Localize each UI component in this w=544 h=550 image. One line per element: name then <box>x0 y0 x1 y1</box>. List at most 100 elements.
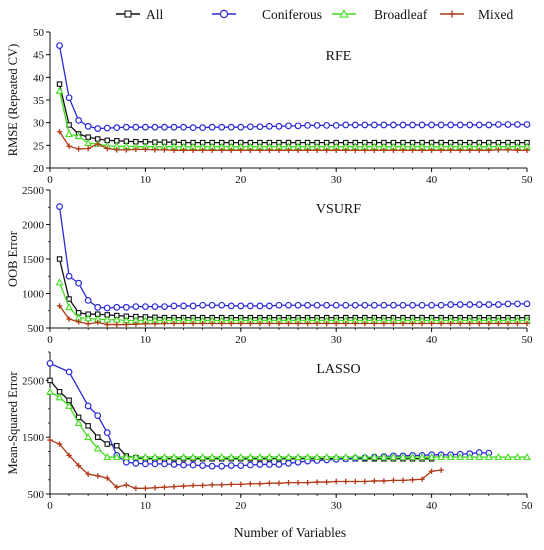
data-point-coniferous <box>132 459 140 467</box>
data-point-coniferous <box>351 121 359 129</box>
data-point-coniferous <box>456 301 464 308</box>
data-point-mixed <box>161 320 168 327</box>
data-point-broadleaf <box>122 452 131 461</box>
data-point-coniferous <box>447 301 455 308</box>
data-point-mixed <box>285 320 292 327</box>
data-point-mixed <box>209 320 215 327</box>
data-point-coniferous <box>141 123 149 131</box>
data-point-coniferous <box>332 301 340 309</box>
data-point-mixed <box>161 484 168 490</box>
legend-marker-all <box>124 10 132 18</box>
data-point-mixed <box>142 321 149 327</box>
data-point-coniferous <box>390 121 397 129</box>
data-point-coniferous <box>246 302 254 310</box>
data-point-mixed <box>171 320 177 327</box>
data-point-coniferous <box>189 124 197 132</box>
data-point-mixed <box>333 320 339 327</box>
data-point-mixed <box>304 320 311 327</box>
data-point-mixed <box>285 479 292 486</box>
data-point-coniferous <box>380 121 388 129</box>
x-tick-label: 10 <box>140 174 152 186</box>
data-point-coniferous <box>237 123 245 131</box>
data-point-mixed <box>381 320 387 327</box>
data-point-mixed <box>104 145 110 152</box>
data-point-mixed <box>400 477 406 484</box>
data-point-coniferous <box>122 123 130 131</box>
data-point-mixed <box>295 147 301 154</box>
data-point-mixed <box>457 147 463 154</box>
series-coniferous <box>46 359 493 470</box>
legend-label-mixed: Mixed <box>478 7 513 22</box>
data-point-mixed <box>266 320 273 327</box>
data-point-coniferous <box>94 412 102 420</box>
data-point-broadleaf <box>399 452 407 461</box>
data-point-mixed <box>486 147 492 154</box>
legend-marker-coniferous <box>219 9 229 19</box>
data-point-broadleaf <box>65 129 74 137</box>
panel-lasso: 500 1500 2500 0 10 20 30 40 50 LASSO Mean-Squared … <box>6 351 533 512</box>
data-point-coniferous <box>456 121 464 129</box>
data-point-coniferous <box>227 123 235 131</box>
data-point-coniferous <box>180 123 187 131</box>
data-point-coniferous <box>94 303 102 311</box>
data-point-mixed <box>114 147 120 153</box>
data-point-coniferous <box>122 458 130 466</box>
y-tick-label: 2500 <box>22 375 45 387</box>
data-point-broadleaf <box>513 452 522 461</box>
data-point-coniferous <box>428 121 436 129</box>
data-point-coniferous <box>266 122 273 130</box>
y-axis-label: RMSE (Repeated CV) <box>6 44 20 156</box>
series-all <box>56 256 530 321</box>
data-point-mixed <box>47 437 53 443</box>
data-point-broadleaf <box>55 393 64 401</box>
data-point-mixed <box>409 477 416 483</box>
data-point-mixed <box>362 147 368 154</box>
data-point-coniferous <box>151 303 159 311</box>
data-point-mixed <box>352 478 358 485</box>
data-point-mixed <box>114 321 120 328</box>
data-point-broadleaf <box>446 452 455 461</box>
data-point-mixed <box>276 147 282 154</box>
data-point-coniferous <box>313 301 321 309</box>
data-point-mixed <box>247 147 254 154</box>
data-point-mixed <box>419 476 425 482</box>
data-point-broadleaf <box>141 452 150 461</box>
data-point-mixed <box>524 320 530 327</box>
data-point-coniferous <box>237 462 245 470</box>
x-tick-label: 30 <box>331 500 343 512</box>
data-point-broadleaf <box>437 452 446 461</box>
y-tick-label: 35 <box>33 95 45 107</box>
data-point-coniferous <box>294 122 302 130</box>
data-point-all <box>85 423 91 429</box>
data-point-mixed <box>104 321 110 328</box>
data-point-coniferous <box>323 121 331 129</box>
x-tick-label: 30 <box>331 174 343 186</box>
y-axis-label: Mean-Squared Error <box>6 371 20 475</box>
data-point-coniferous <box>485 301 493 308</box>
data-point-mixed <box>247 481 254 487</box>
x-tick-label: 10 <box>140 500 152 512</box>
y-tick-label: 1500 <box>22 432 45 444</box>
data-point-mixed <box>123 482 130 488</box>
data-point-coniferous <box>65 94 73 102</box>
data-point-mixed <box>505 147 511 153</box>
data-point-mixed <box>85 471 91 477</box>
data-point-mixed <box>114 484 120 490</box>
data-point-coniferous <box>437 121 445 129</box>
data-point-coniferous <box>208 123 216 131</box>
data-point-mixed <box>343 147 349 154</box>
data-point-mixed <box>104 475 110 481</box>
data-point-broadleaf <box>112 452 121 461</box>
data-point-mixed <box>257 320 263 327</box>
data-point-coniferous <box>218 462 226 470</box>
data-point-coniferous <box>94 125 102 132</box>
data-point-mixed <box>476 147 482 154</box>
data-point-coniferous <box>65 272 73 280</box>
data-point-mixed <box>362 478 368 485</box>
data-point-broadleaf <box>84 314 93 322</box>
data-point-coniferous <box>351 301 359 309</box>
data-point-broadleaf <box>503 452 512 461</box>
data-point-broadleaf <box>465 452 474 461</box>
data-point-broadleaf <box>217 452 226 461</box>
data-point-mixed <box>56 303 63 309</box>
